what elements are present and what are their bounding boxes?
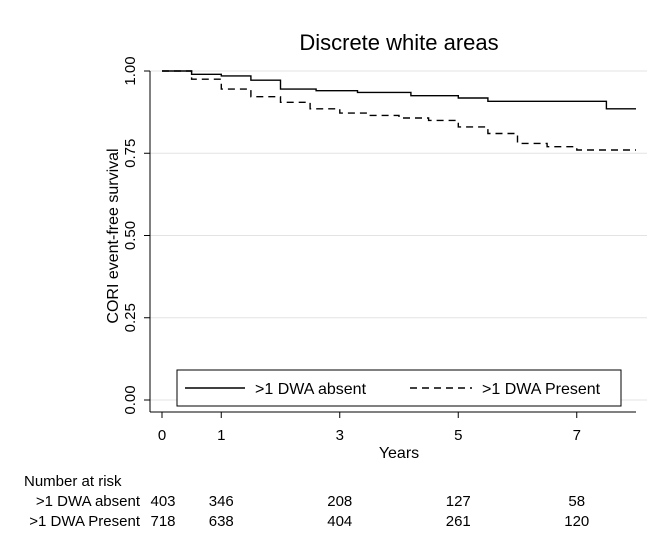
risk-table-title: Number at risk [24,473,122,490]
legend-label: >1 DWA Present [482,381,601,398]
risk-count: 120 [564,513,589,530]
series-group [162,70,636,151]
risk-count: 404 [327,513,352,530]
risk-count: 638 [209,513,234,530]
x-tick-label: 1 [217,427,225,444]
x-axis-label: Years [379,445,419,462]
risk-count: 403 [150,493,175,510]
risk-count: 718 [150,513,175,530]
legend: >1 DWA absent >1 DWA Present [176,369,622,407]
y-axis-label: CORI event-free survival [105,148,122,323]
y-tick-label: 0.75 [122,139,139,168]
legend-box [176,369,622,407]
risk-count: 208 [327,493,352,510]
risk-table: Number at risk >1 DWA absent 403 346 208 127 5… [24,473,589,530]
risk-count: 261 [446,513,471,530]
x-tick-label: 7 [573,427,581,444]
grid [150,70,647,401]
y-tick-label: 0.50 [122,221,139,250]
y-tick-label: 0.25 [122,303,139,332]
risk-row-label: >1 DWA absent [36,493,141,510]
chart-title: Discrete white areas [299,30,498,55]
risk-count: 58 [568,493,585,510]
series-line-1 [162,70,636,151]
x-tick-label: 5 [454,427,462,444]
axes: 0.00 0.25 0.50 0.75 1.00 0 1 3 5 7 [122,56,636,444]
y-tick-label: 1.00 [122,56,139,85]
y-tick-label: 0.00 [122,385,139,414]
x-tick-label: 3 [336,427,344,444]
risk-count: 127 [446,493,471,510]
risk-row-label: >1 DWA Present [29,513,141,530]
x-tick-label: 0 [158,427,166,444]
risk-count: 346 [209,493,234,510]
series-line-0 [162,70,636,110]
legend-label: >1 DWA absent [255,381,367,398]
